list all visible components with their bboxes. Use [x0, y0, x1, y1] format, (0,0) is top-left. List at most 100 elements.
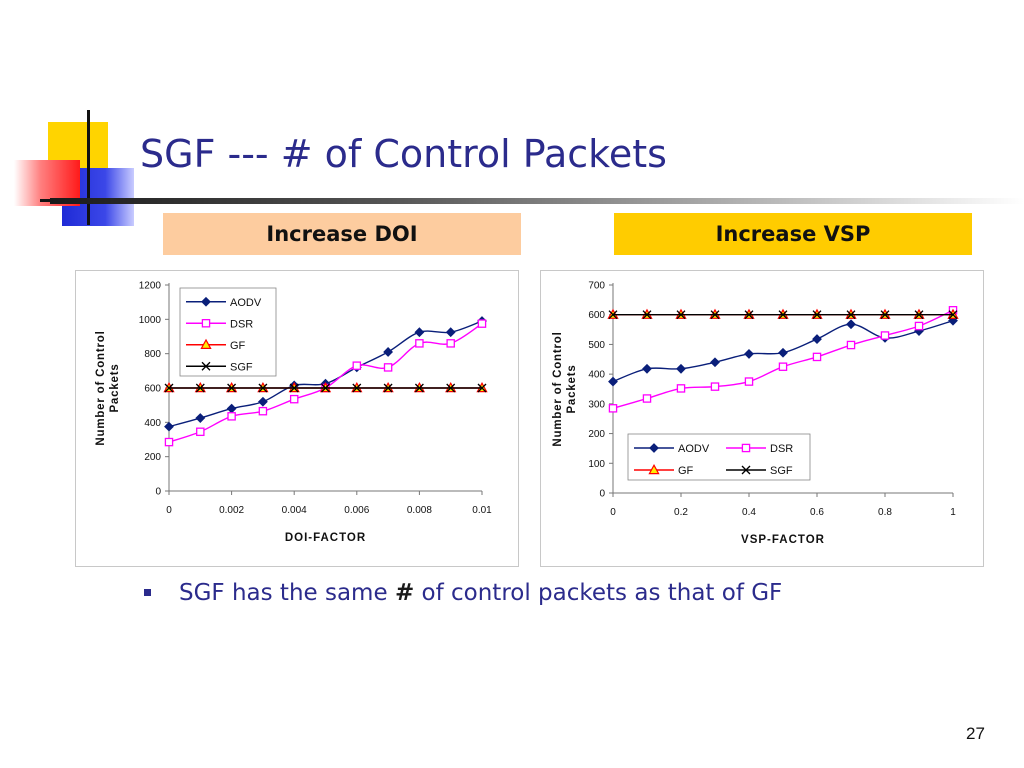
vsp-xtick-label: 1 — [950, 507, 956, 518]
doi-point-sgf — [195, 383, 205, 393]
bullet-text-start: SGF has the same — [179, 580, 395, 606]
vsp-x-axis-label: VSP-FACTOR — [741, 534, 825, 546]
vsp-point-sgf — [778, 310, 788, 320]
vsp-point-sgf — [710, 310, 720, 320]
vsp-xtick-label: 0.4 — [742, 507, 756, 518]
vsp-y-axis-label: Number of Control Packets — [552, 331, 578, 446]
vsp-legend-label-gf: GF — [678, 465, 694, 477]
doi-point-dsr — [164, 437, 174, 447]
vsp-point-sgf — [948, 310, 958, 320]
vsp-point-sgf — [846, 310, 856, 320]
vsp-line-dsr — [612, 309, 954, 409]
vsp-ytick-label: 500 — [588, 340, 605, 351]
vsp-ytick-label: 100 — [588, 459, 605, 470]
vsp-point-aodv — [710, 357, 720, 368]
vsp-point-dsr — [642, 394, 652, 403]
vsp-legend-label-aodv: AODV — [678, 443, 710, 455]
vsp-point-aodv — [608, 376, 618, 387]
doi-point-dsr — [289, 394, 299, 404]
doi-point-dsr — [352, 361, 362, 370]
vsp-point-aodv — [812, 334, 822, 344]
doi-point-sgf — [289, 383, 299, 393]
doi-legend-marker-dsr — [201, 319, 211, 328]
doi-point-aodv — [195, 413, 206, 423]
doi-ytick-label: 200 — [144, 452, 161, 463]
slide-title: SGF --- # of Control Packets — [140, 132, 667, 176]
doi-legend-label-dsr: DSR — [230, 318, 253, 330]
title-underline — [50, 198, 1024, 204]
vsp-xtick-label: 0 — [610, 507, 616, 518]
vsp-point-aodv — [642, 363, 652, 374]
vsp-point-dsr — [676, 384, 686, 393]
doi-point-dsr — [477, 319, 487, 328]
doi-point-aodv — [445, 327, 456, 338]
vsp-legend-item-aodv: AODV — [634, 443, 710, 455]
vsp-series-sgf — [608, 310, 958, 320]
doi-legend-item-aodv: AODV — [186, 297, 262, 309]
vsp-point-aodv — [778, 347, 788, 358]
doi-point-aodv — [226, 403, 237, 414]
doi-ytick-label: 1200 — [139, 281, 162, 292]
vsp-xtick-label: 0.2 — [674, 507, 688, 518]
vsp-legend-item-gf: GF — [634, 463, 694, 477]
vsp-series-dsr — [608, 306, 958, 413]
vsp-legend-marker-sgf — [741, 465, 751, 475]
doi-point-dsr — [415, 339, 424, 348]
vsp-point-sgf — [642, 310, 652, 320]
doi-point-sgf — [321, 383, 330, 393]
vsp-point-aodv — [744, 349, 754, 359]
doi-xtick-label: 0.002 — [219, 505, 244, 516]
chart-vsp-panel: 0 100 200 300 400 500 600 700 0 0.2 0.4 0.6 0.8 1 VSP-… — [540, 270, 984, 567]
banner-increase-vsp: Increase VSP — [614, 213, 972, 255]
vsp-legend-marker-gf — [648, 463, 660, 475]
vsp-point-aodv — [846, 319, 856, 330]
vsp-point-dsr — [914, 321, 924, 331]
vsp-point-dsr — [812, 352, 822, 362]
vsp-point-dsr — [846, 340, 856, 350]
vsp-legend: AODV DSR GF SGF — [627, 433, 811, 481]
doi-legend-item-sgf: SGF — [186, 361, 253, 373]
vsp-point-dsr — [778, 362, 788, 371]
banner-increase-doi: Increase DOI — [163, 213, 521, 255]
vsp-ytick-label: 0 — [599, 489, 605, 500]
vsp-legend-item-sgf: SGF — [726, 465, 793, 477]
chart-doi: 0 200 400 600 800 1000 1200 0 0.002 0.004 0.006 0.0… — [95, 281, 492, 545]
doi-legend-label-sgf: SGF — [230, 361, 253, 373]
doi-point-dsr — [383, 363, 393, 372]
vsp-series-aodv — [608, 315, 958, 387]
chart-vsp: 0 100 200 300 400 500 600 700 0 0.2 0.4 0.6 0.8 1 VSP-… — [552, 281, 959, 546]
vsp-ytick-label: 600 — [588, 310, 605, 321]
doi-legend-marker-aodv — [201, 296, 211, 307]
vsp-xtick-label: 0.6 — [810, 507, 824, 518]
doi-ytick-label: 400 — [144, 418, 161, 429]
vsp-point-aodv — [676, 363, 686, 374]
vsp-point-dsr — [608, 404, 618, 413]
vsp-legend-marker-dsr — [741, 443, 751, 453]
vsp-legend-label-sgf: SGF — [770, 465, 793, 477]
doi-legend-marker-sgf — [201, 361, 211, 371]
doi-xtick-label: 0 — [166, 505, 172, 516]
page-number: 27 — [966, 724, 985, 743]
vsp-legend-label-dsr: DSR — [770, 443, 793, 455]
vsp-point-sgf — [744, 310, 754, 320]
bullet-text-end: of control packets as that of GF — [414, 580, 783, 606]
vsp-point-sgf — [608, 310, 618, 320]
doi-point-aodv — [383, 347, 394, 357]
doi-point-sgf — [414, 383, 424, 393]
vsp-point-dsr — [744, 377, 754, 386]
doi-series-sgf — [164, 383, 487, 393]
doi-legend-box — [179, 287, 277, 377]
doi-xtick-label: 0.006 — [344, 505, 369, 516]
doi-point-dsr — [196, 427, 205, 437]
doi-legend-label-gf: GF — [230, 340, 246, 352]
vsp-point-sgf — [676, 310, 686, 320]
doi-legend: AODV DSR GF SGF — [179, 287, 277, 377]
doi-ytick-label: 800 — [144, 349, 161, 360]
bullet-text-emphasis: # — [394, 580, 415, 606]
doi-xtick-label: 0.008 — [407, 505, 432, 516]
decor-vertical-line — [87, 110, 90, 225]
vsp-point-sgf — [812, 310, 822, 320]
doi-legend-marker-gf — [200, 338, 212, 349]
doi-point-sgf — [477, 383, 487, 393]
doi-point-dsr — [258, 406, 268, 416]
